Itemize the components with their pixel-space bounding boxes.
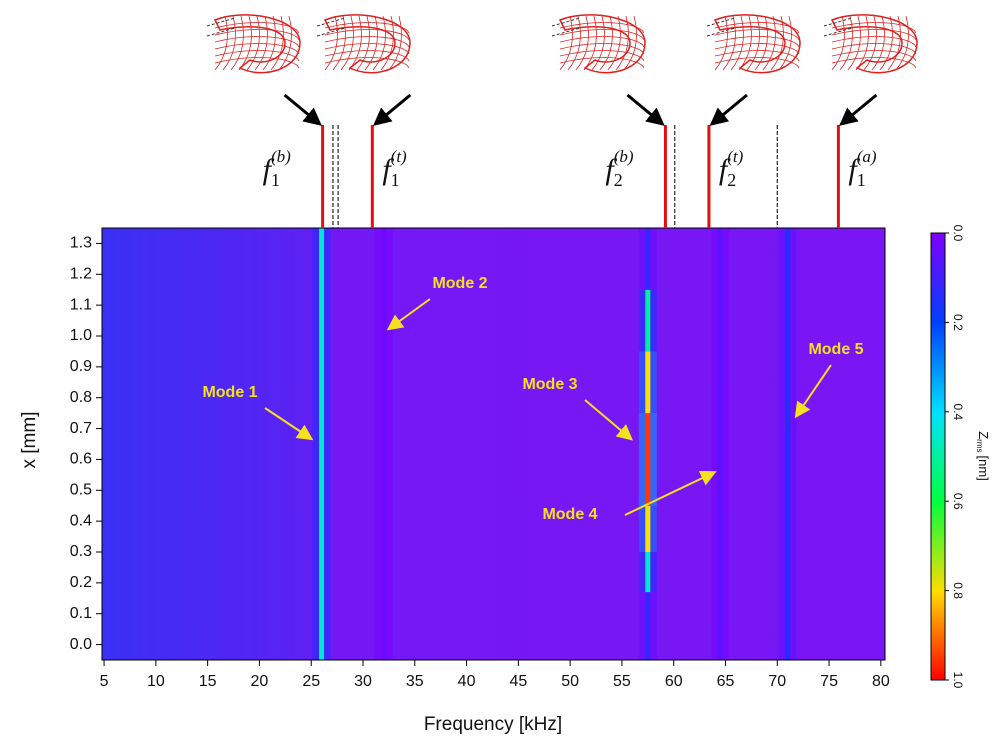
y-tick-label: 0.5 [70, 482, 92, 499]
mode-shape [824, 15, 917, 73]
resonance-sup: (b) [614, 147, 634, 166]
resonance-sub: 1 [391, 170, 400, 190]
y-tick-label: 0.3 [70, 543, 92, 560]
resonance-label: f1(b) [263, 147, 292, 190]
shape-grid [239, 16, 251, 70]
annotation: Mode 5 [808, 341, 863, 358]
shape-arrow [375, 95, 410, 124]
shape-arrow [841, 95, 876, 124]
x-tick-label: 5 [100, 673, 109, 690]
annotation: Mode 2 [432, 275, 487, 292]
x-tick-label: 60 [665, 673, 683, 690]
mode-shape [317, 15, 410, 73]
colorbar-tick-label: 0.2 [951, 314, 965, 331]
mode-shape [707, 15, 800, 73]
colorbar-segment [931, 322, 945, 412]
annotation: Mode 3 [522, 376, 577, 393]
x-tick-label: 45 [509, 673, 527, 690]
chart: Frequency [kHz] x [mm] 5 10 15 20 25 30 35 40 45… [0, 0, 1006, 741]
colorbar-segment [931, 591, 945, 681]
shape-grid [856, 16, 868, 70]
shape-grid [739, 16, 751, 70]
resonance-sup: (t) [727, 147, 743, 166]
x-tick-label: 80 [872, 673, 890, 690]
shape-arrow [285, 95, 320, 124]
resonance-sub: 2 [727, 170, 736, 190]
resonance-sup: (a) [857, 147, 877, 166]
ridge [645, 506, 650, 552]
ridge [645, 413, 650, 506]
ridge [785, 228, 790, 660]
resonance-sup: (t) [391, 147, 407, 166]
colorbar-tick-label: 0.0 [951, 225, 965, 242]
y-axis-label: x [mm] [19, 412, 40, 469]
x-tick-label: 55 [613, 673, 631, 690]
colorbar-tick-label: 1.0 [951, 672, 965, 689]
shape-grid [584, 16, 596, 70]
ridge [381, 228, 386, 660]
x-tick-label: 50 [561, 673, 579, 690]
y-tick-label: 0.4 [70, 512, 92, 529]
ridge [645, 552, 650, 592]
resonance-sub: 2 [614, 170, 623, 190]
ridge [645, 228, 650, 290]
ridge [645, 351, 650, 413]
annotation: Mode 4 [542, 506, 597, 523]
x-tick-label: 30 [354, 673, 372, 690]
colorbar-tick-label: 0.4 [951, 403, 965, 420]
x-tick-label: 25 [302, 673, 320, 690]
x-tick-label: 70 [768, 673, 786, 690]
y-tick-label: 1.2 [70, 266, 92, 283]
heatmap-background [102, 228, 885, 660]
y-tick-label: 1.0 [70, 327, 92, 344]
resonance-sub: 1 [271, 170, 280, 190]
x-tick-label: 40 [458, 673, 476, 690]
y-tick-label: 0.0 [70, 636, 92, 653]
resonance-label: f2(b) [605, 147, 634, 190]
colorbar-segment [931, 412, 945, 502]
colorbar-segment [931, 233, 945, 323]
y-tick-label: 0.1 [70, 605, 92, 622]
colorbar-label-unit: [nm] [976, 455, 991, 480]
colorbar-segment [931, 501, 945, 591]
colorbar-tick-label: 0.8 [951, 582, 965, 599]
ridge [718, 228, 723, 660]
y-tick-label: 1.3 [70, 235, 92, 252]
annotation: Mode 1 [202, 384, 257, 401]
shape-arrow [627, 95, 662, 124]
x-tick-label: 10 [147, 673, 165, 690]
ridge [645, 290, 650, 352]
ridge [645, 592, 650, 660]
shape-arrow [712, 95, 747, 124]
mode-shape [552, 15, 645, 73]
colorbar-tick-label: 0.6 [951, 493, 965, 510]
colorbar-label-sub: rms [975, 439, 984, 452]
resonance-label: f1(t) [382, 147, 407, 190]
x-axis-label: Frequency [kHz] [424, 714, 562, 735]
resonance-sup: (b) [271, 147, 291, 166]
x-tick-label: 15 [199, 673, 217, 690]
colorbar-label: Zrms [nm] [975, 431, 991, 481]
y-tick-label: 0.6 [70, 451, 92, 468]
x-tick-label: 75 [820, 673, 838, 690]
ridge [319, 228, 324, 660]
y-tick-label: 0.7 [70, 420, 92, 437]
y-tick-label: 0.2 [70, 574, 92, 591]
resonance-label: f2(t) [719, 147, 744, 190]
resonance-sub: 1 [857, 170, 866, 190]
shape-grid [349, 16, 361, 70]
resonance-label: f1(a) [848, 147, 877, 190]
colorbar-label-main: Z [976, 431, 991, 439]
x-tick-label: 65 [717, 673, 735, 690]
y-tick-label: 1.1 [70, 296, 92, 313]
mode-shape [207, 15, 300, 73]
y-tick-label: 0.8 [70, 389, 92, 406]
y-tick-label: 0.9 [70, 358, 92, 375]
x-tick-label: 35 [406, 673, 424, 690]
x-tick-label: 20 [251, 673, 269, 690]
